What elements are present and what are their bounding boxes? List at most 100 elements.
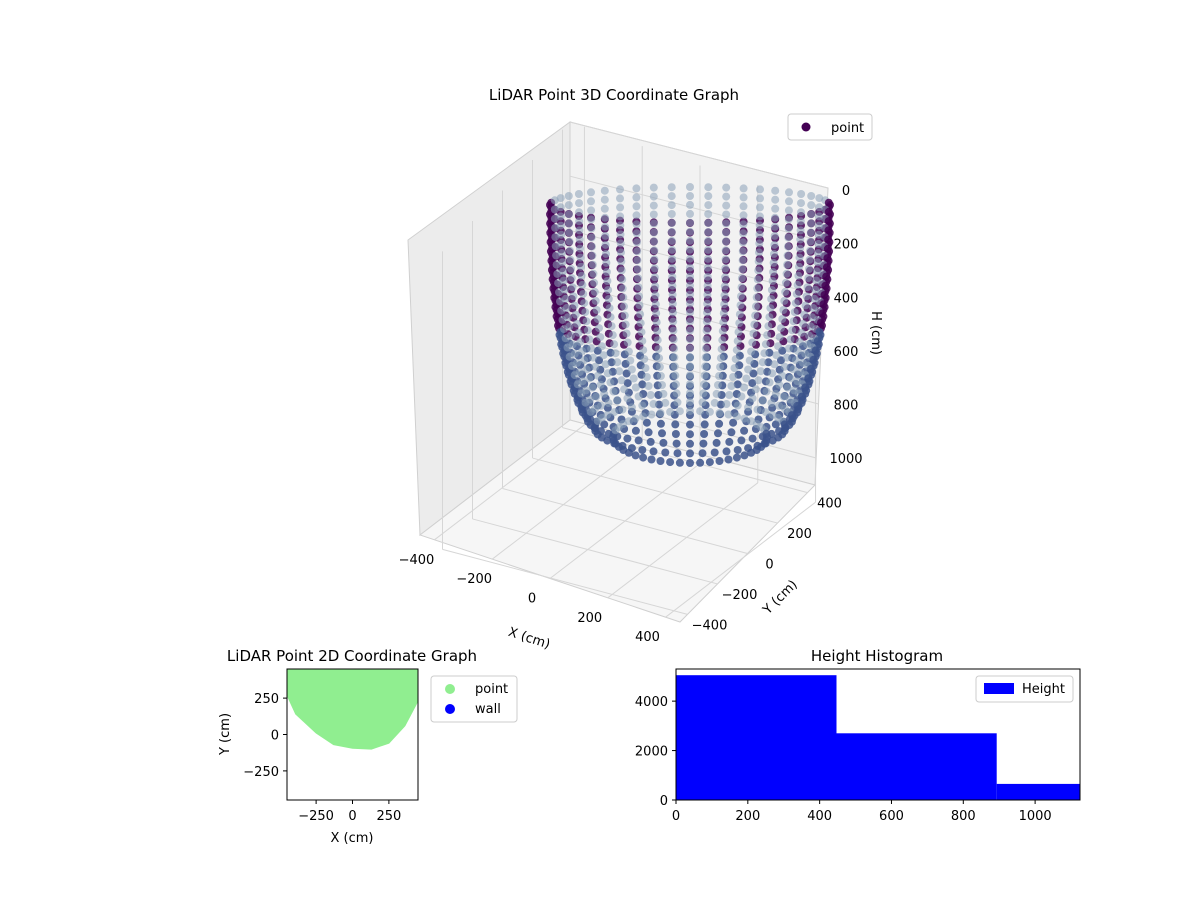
point-marker bbox=[670, 344, 679, 353]
y-tick-label-hist: 2000 bbox=[635, 745, 668, 760]
point-marker bbox=[686, 308, 694, 317]
point-marker bbox=[666, 407, 675, 416]
plot-frame-hist bbox=[675, 668, 1081, 801]
point-marker bbox=[753, 284, 762, 293]
grid-line bbox=[569, 121, 829, 189]
point-marker bbox=[686, 439, 694, 448]
point-marker bbox=[667, 201, 676, 210]
point-marker bbox=[669, 335, 678, 344]
point-marker bbox=[591, 362, 600, 371]
point-marker bbox=[738, 247, 747, 256]
point-marker bbox=[669, 317, 678, 326]
point-marker bbox=[780, 296, 789, 305]
point-marker bbox=[562, 304, 571, 312]
point-marker bbox=[575, 217, 584, 226]
point-marker bbox=[739, 229, 748, 238]
point-marker bbox=[686, 459, 694, 467]
point-marker bbox=[703, 272, 712, 281]
y-tick-label-3d: 200 bbox=[787, 527, 812, 542]
point-marker bbox=[686, 236, 694, 245]
point-marker bbox=[768, 369, 777, 378]
point-marker bbox=[646, 391, 655, 399]
point-marker bbox=[654, 345, 663, 354]
y-tick-label-3d: −400 bbox=[692, 618, 728, 633]
point-marker bbox=[631, 383, 640, 392]
point-marker bbox=[602, 249, 610, 258]
point-marker bbox=[748, 379, 757, 388]
grid-line bbox=[569, 229, 824, 297]
point-marker bbox=[806, 237, 815, 246]
point-marker bbox=[606, 313, 615, 322]
point-marker bbox=[617, 248, 625, 257]
point-marker bbox=[744, 403, 753, 412]
grid-line bbox=[532, 457, 778, 524]
point-marker bbox=[790, 308, 799, 317]
point-marker bbox=[710, 448, 719, 457]
point-marker bbox=[820, 291, 829, 299]
y-tick-label-3d: 0 bbox=[765, 558, 773, 573]
point-marker bbox=[583, 326, 592, 335]
ticks-histogram: 0 200 400 600 800 1000 0 2000 4000 bbox=[635, 695, 1052, 824]
point-marker bbox=[686, 420, 694, 429]
point-marker bbox=[719, 318, 728, 327]
point-marker bbox=[616, 221, 625, 230]
point-marker bbox=[640, 355, 649, 364]
point-marker bbox=[587, 224, 596, 233]
legend-wall-label: wall bbox=[475, 702, 501, 717]
point-marker bbox=[701, 353, 710, 362]
chart-histogram: Height Histogram 0 200 400 600 800 1000 0 2000 4… bbox=[635, 647, 1081, 824]
point-marker bbox=[644, 428, 653, 437]
point-marker bbox=[585, 374, 594, 383]
point-marker bbox=[715, 409, 724, 417]
point-marker bbox=[636, 310, 645, 319]
point-marker bbox=[758, 396, 767, 405]
point-marker bbox=[597, 342, 606, 351]
point-marker bbox=[778, 371, 787, 380]
point-marker bbox=[556, 212, 565, 221]
histogram-bars bbox=[676, 675, 1080, 800]
point-marker bbox=[686, 290, 694, 299]
point-marker bbox=[784, 233, 793, 242]
point-marker bbox=[737, 436, 746, 445]
point-marker bbox=[592, 392, 601, 401]
point-marker bbox=[616, 185, 624, 194]
point-marker bbox=[649, 210, 658, 219]
point-marker bbox=[785, 197, 793, 206]
point-marker bbox=[565, 219, 573, 228]
point-marker bbox=[667, 183, 676, 192]
ticks-3d: −400 −200 0 200 400 −400 −200 0 200 400 0 200 400 600… bbox=[399, 184, 863, 645]
y-tick-label-hist: 4000 bbox=[635, 695, 668, 710]
point-marker bbox=[777, 324, 785, 333]
point-marker bbox=[783, 251, 792, 260]
point-marker bbox=[619, 293, 628, 302]
point-marker bbox=[784, 224, 793, 233]
point-marker bbox=[744, 365, 753, 374]
point-marker bbox=[604, 399, 613, 407]
point-marker bbox=[649, 201, 658, 210]
point-marker bbox=[811, 346, 820, 355]
point-marker bbox=[792, 290, 801, 298]
x-tick-label-hist: 600 bbox=[879, 809, 904, 824]
point-marker bbox=[770, 222, 779, 231]
point-marker bbox=[633, 265, 642, 274]
point-marker bbox=[782, 353, 791, 362]
point-marker bbox=[739, 220, 748, 229]
point-marker bbox=[734, 328, 743, 337]
point-marker bbox=[704, 183, 713, 192]
point-marker bbox=[760, 349, 769, 358]
point-marker bbox=[588, 383, 597, 392]
point-marker bbox=[642, 373, 651, 381]
point-marker bbox=[686, 317, 694, 326]
legend-histogram: Height bbox=[975, 675, 1074, 703]
point-marker bbox=[600, 195, 609, 204]
point-marker bbox=[722, 201, 731, 210]
point-marker bbox=[727, 428, 736, 437]
point-marker bbox=[671, 420, 680, 429]
point-marker bbox=[771, 204, 780, 213]
legend-point-marker bbox=[801, 122, 811, 132]
point-marker bbox=[668, 272, 677, 281]
point-marker bbox=[733, 380, 742, 389]
x-tick-label-hist: 200 bbox=[735, 809, 760, 824]
x-tick-label-3d: −200 bbox=[456, 572, 492, 587]
point-marker bbox=[621, 320, 630, 329]
